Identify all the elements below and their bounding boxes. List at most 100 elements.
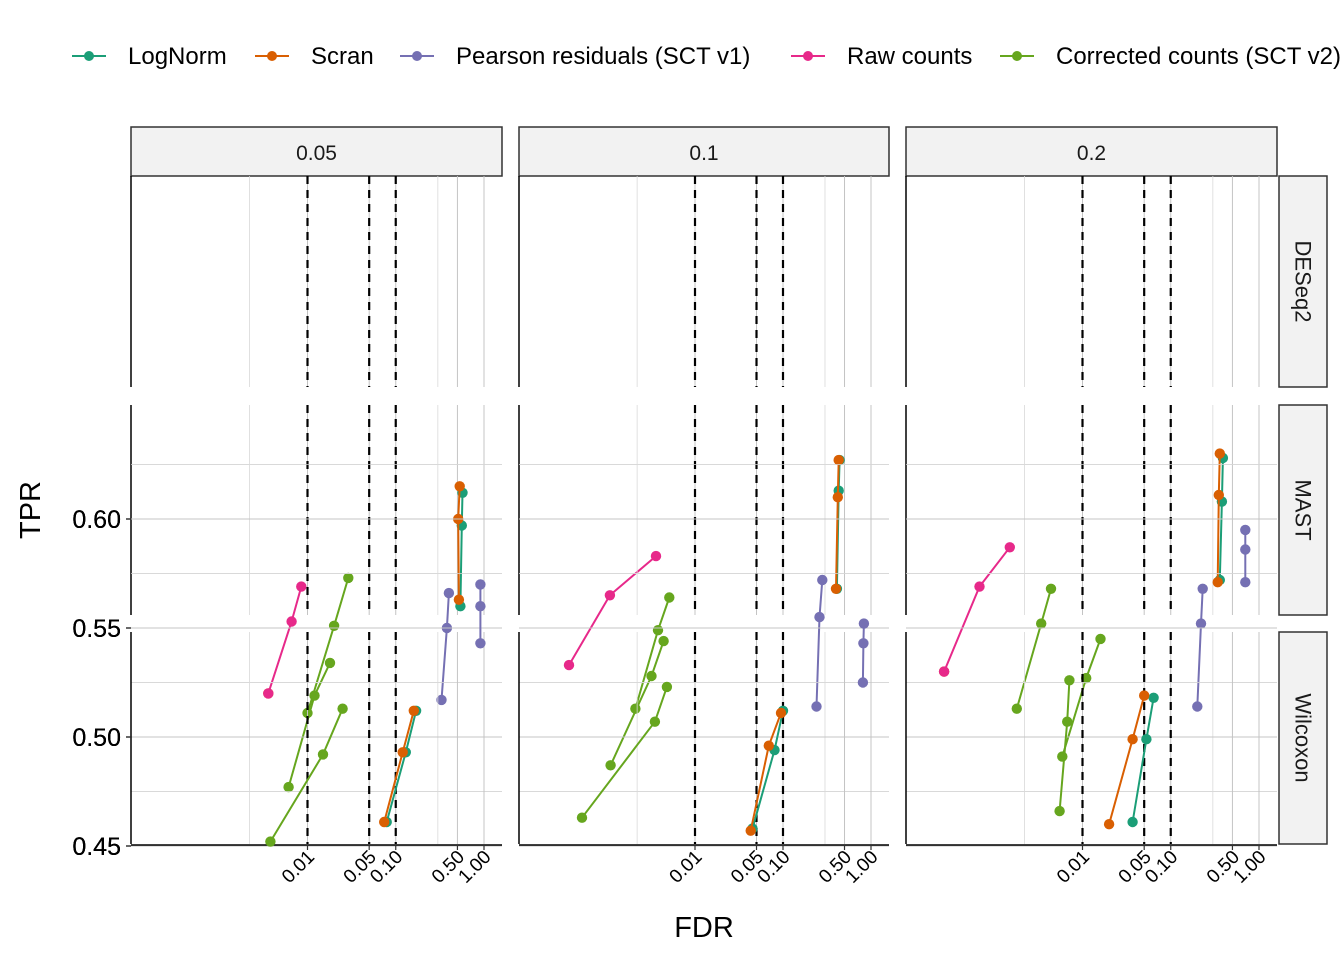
y-tick-label: 0.45 [72,833,121,861]
data-point-corrected [309,690,320,701]
series-line-scran [749,712,782,831]
col-strip-0: 0.05 [130,126,503,177]
data-point-pearson [1240,544,1251,555]
legend-key-point-scran [267,51,277,61]
data-point-raw [563,659,575,671]
data-point-raw [263,688,274,699]
row-strip-label: MAST [1291,479,1316,540]
data-point-pearson [475,579,486,590]
panel-wilcoxon-0.2: 0.01 0.050.10 0.501.00 [905,464,1277,888]
data-point-corrected [1054,805,1065,817]
y-tick-label: 0.45 [72,833,121,861]
series-pearson [857,618,870,688]
data-point-pearson [814,611,825,623]
y-tick-label: 0.60 [72,506,121,534]
legend-key-point-lognorm [84,51,94,61]
data-point-corrected [343,572,354,584]
x-tick-label: 1.00 [455,847,496,888]
series-corrected [1011,583,1057,714]
data-point-pearson [817,574,828,586]
data-point-pearson [475,601,486,612]
data-point-pearson [436,694,447,706]
data-point-pearson [443,587,455,599]
data-point-pearson [858,618,870,629]
series-line-scran [457,486,461,600]
data-point-corrected [324,657,336,669]
data-point-scran [763,740,774,751]
data-point-corrected [661,681,673,693]
data-point-raw [286,616,297,627]
panel-mast-0.2 [905,405,1277,847]
data-point-corrected [337,703,348,714]
col-strip-box [518,126,890,177]
y-tick-label: 0.50 [72,724,121,752]
row-strip-box [1278,175,1328,388]
y-tick-label: 0.55 [72,615,121,643]
data-point-pearson [811,701,822,712]
row-strip-label: DESeq2 [1291,241,1316,323]
data-point-corrected [1045,583,1057,594]
series-line-lognorm [385,710,418,823]
y-axis-title: TPR [15,481,47,539]
row-strip-2: Wilcoxon [1278,631,1328,845]
series-pearson [1192,583,1208,712]
series-line-scran [1108,695,1146,825]
legend-label-raw: Raw counts [847,43,972,70]
series-line-scran [383,710,415,823]
data-point-scran [397,747,408,758]
x-tick-label: 0.10 [1141,847,1182,888]
col-strip-box [130,126,503,177]
data-point-pearson [1195,618,1207,629]
series-scran [1212,448,1226,588]
data-point-scran [1212,577,1223,588]
series-raw [263,581,307,699]
series-raw [938,542,1015,677]
data-point-pearson [858,638,869,649]
data-point-pearson [1192,701,1203,712]
data-point-scran [408,705,419,716]
series-line-lognorm [751,710,784,829]
series-line-pearson [1196,588,1204,707]
data-point-corrected [1011,703,1022,714]
data-point-scran [453,594,465,605]
data-point-corrected [1036,618,1047,629]
col-strip-box [905,126,1278,177]
legend-label-corrected: Corrected counts (SCT v2) [1056,43,1341,70]
y-tick-label: 0.50 [72,724,121,752]
x-tick-label: 0.10 [754,847,795,888]
data-point-scran [1139,690,1150,701]
data-point-pearson [1197,583,1208,594]
series-corrected [605,635,669,771]
data-point-corrected [1057,751,1068,762]
x-tick-label: 0.10 [366,847,407,888]
legend-key-point-raw [803,51,813,61]
x-axis-title: FDR [674,912,734,944]
series-line-pearson [815,579,824,707]
data-point-corrected [658,635,669,647]
data-point-corrected [265,836,276,847]
data-point-corrected [317,749,329,760]
data-point-corrected [1095,633,1106,645]
series-corrected [265,703,348,847]
data-point-corrected [1064,675,1075,686]
data-point-scran [832,492,843,503]
series-scran [745,707,787,836]
data-point-corrected [283,781,294,793]
series-scran [830,454,844,594]
series-line-corrected [287,662,331,788]
data-point-pearson [1240,577,1251,588]
y-tick-label: 0.55 [72,615,121,643]
series-line-raw [568,555,657,666]
data-point-lognorm [1127,816,1138,828]
data-point-corrected [649,716,661,727]
series-line-lognorm [459,492,464,607]
panel-deseq2-0.1 [518,176,889,847]
series-scran [1103,690,1150,830]
data-point-scran [1213,489,1225,501]
series-pearson [811,574,828,712]
data-point-corrected [328,620,340,631]
data-point-raw [604,590,616,601]
legend-item-raw: Raw counts [791,43,972,70]
legend-item-scran: Scran [255,43,374,70]
